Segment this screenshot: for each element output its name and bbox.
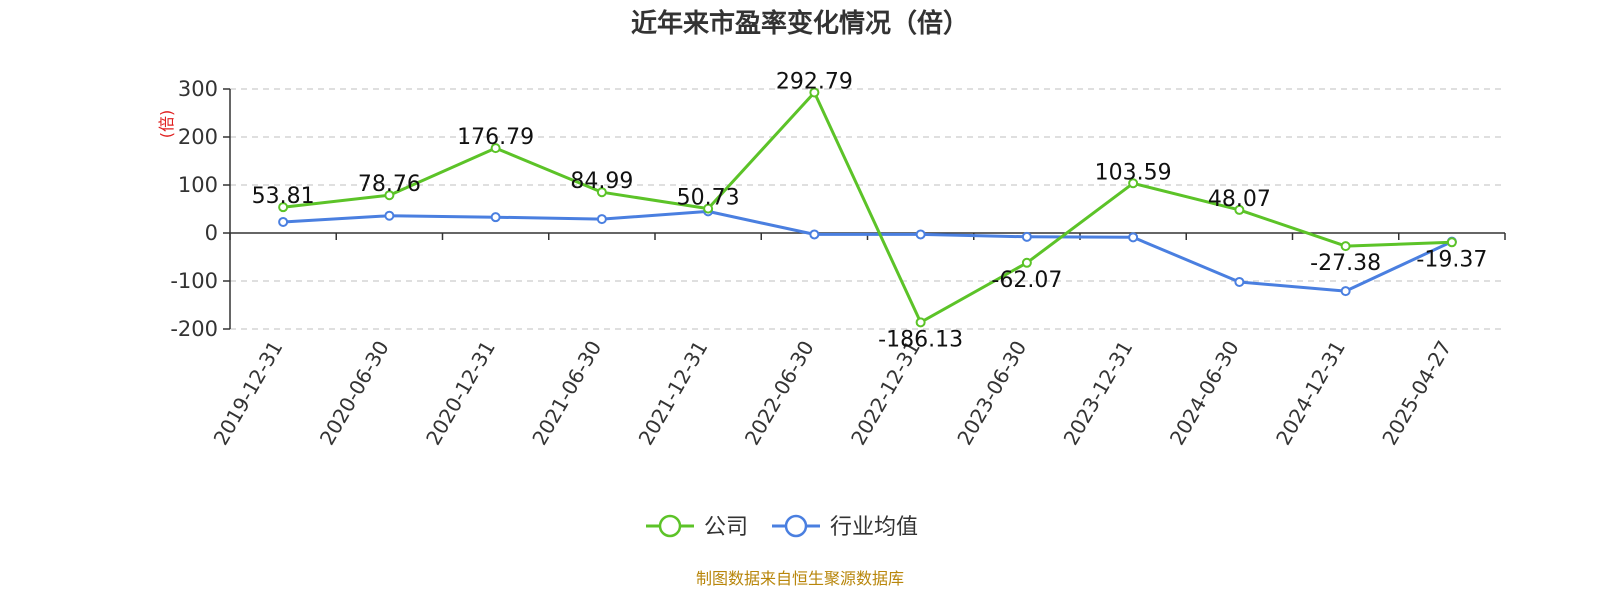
data-label: 84.99 (570, 169, 633, 194)
x-tick-label: 2025-04-27 (1377, 337, 1456, 450)
data-point-0 (1340, 241, 1351, 252)
data-label: 292.79 (776, 69, 853, 94)
x-tick-label: 2021-06-30 (527, 337, 606, 450)
data-source-note: 制图数据来自恒生聚源数据库 (696, 569, 904, 588)
data-point-0 (490, 143, 501, 154)
data-point-1 (1340, 286, 1351, 297)
y-tick-label: 100 (178, 173, 218, 197)
data-point-1 (1128, 232, 1139, 243)
data-point-0 (1128, 178, 1139, 189)
legend-label: 行业均值 (830, 515, 918, 540)
data-point-0 (596, 187, 607, 198)
data-label: 78.76 (358, 172, 421, 197)
data-label: 103.59 (1095, 160, 1172, 185)
x-tick-label: 2024-06-30 (1165, 337, 1244, 450)
data-point-0 (915, 317, 926, 328)
x-tick-label: 2022-06-30 (740, 337, 819, 450)
legend-circle-icon (784, 514, 808, 538)
data-point-1 (596, 214, 607, 225)
data-label: 176.79 (457, 125, 534, 150)
legend-item-0[interactable]: 公司 (646, 514, 748, 540)
x-tick-label: 2020-12-31 (421, 337, 500, 450)
series-lines (278, 87, 1457, 328)
y-axis-ticks: -200 -100 0 100 200 300 (170, 77, 230, 341)
data-point-1 (490, 212, 501, 223)
data-point-0 (703, 203, 714, 214)
y-axis-unit-label: (倍) (157, 110, 176, 139)
data-label: 53.81 (252, 184, 315, 209)
data-point-1 (1021, 231, 1032, 242)
x-tick-label: 2019-12-31 (209, 337, 288, 450)
data-point-1 (809, 229, 820, 240)
x-tick-label: 2022-12-31 (846, 337, 925, 450)
data-label: -62.07 (991, 268, 1062, 293)
data-label: -27.38 (1310, 251, 1381, 276)
legend-label: 公司 (704, 515, 748, 540)
x-tick-label: 2020-06-30 (315, 337, 394, 450)
x-tick-label: 2023-06-30 (952, 337, 1031, 450)
series-line-1 (283, 209, 1453, 293)
y-tick-label: -200 (170, 317, 218, 341)
data-point-0 (384, 190, 395, 201)
x-tick-label: 2024-12-31 (1271, 337, 1350, 450)
data-point-0 (1446, 237, 1457, 248)
legend-item-1[interactable]: 行业均值 (772, 514, 918, 540)
data-point-1 (1234, 276, 1245, 287)
y-tick-label: 300 (178, 77, 218, 101)
data-label: -19.37 (1416, 247, 1487, 272)
data-label: 48.07 (1208, 187, 1271, 212)
data-labels: 53.81 78.76 176.79 84.99 50.73 292.79 -186.13 -… (252, 69, 1488, 352)
data-point-1 (915, 229, 926, 240)
chart-title: 近年来市盈率变化情况（倍） (631, 8, 969, 39)
data-point-1 (384, 210, 395, 221)
y-tick-label: 200 (178, 125, 218, 149)
grid-lines (230, 88, 1505, 330)
data-point-0 (1234, 204, 1245, 215)
data-point-0 (1021, 257, 1032, 268)
y-tick-label: 0 (205, 221, 218, 245)
legend[interactable]: 公司 行业均值 (646, 514, 918, 540)
data-point-1 (278, 216, 289, 227)
y-tick-label: -100 (170, 269, 218, 293)
data-point-0 (278, 202, 289, 213)
series-line-0 (282, 91, 1452, 324)
data-label: 50.73 (677, 186, 740, 211)
data-label: -186.13 (878, 327, 963, 352)
x-tick-label: 2021-12-31 (634, 337, 713, 450)
data-point-0 (809, 87, 820, 98)
legend-circle-icon (658, 514, 682, 538)
x-tick-label: 2023-12-31 (1059, 337, 1138, 450)
